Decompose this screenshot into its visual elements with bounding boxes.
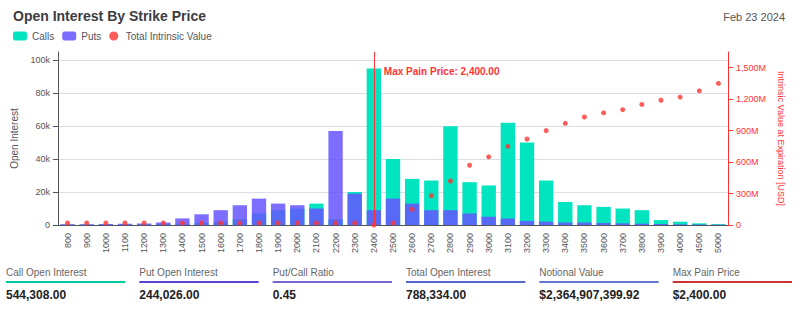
svg-text:2100: 2100 <box>311 233 321 253</box>
svg-text:3100: 3100 <box>503 233 513 253</box>
svg-text:2900: 2900 <box>465 233 475 253</box>
svg-text:2800: 2800 <box>445 233 455 253</box>
svg-text:5000: 5000 <box>713 233 723 253</box>
svg-text:3200: 3200 <box>522 233 532 253</box>
svg-text:4000: 4000 <box>675 233 685 253</box>
svg-text:Puts: Puts <box>81 31 101 42</box>
svg-text:1200: 1200 <box>139 233 149 253</box>
svg-text:Total Intrinsic Value: Total Intrinsic Value <box>126 31 212 42</box>
svg-text:2400: 2400 <box>369 233 379 253</box>
svg-text:100k: 100k <box>30 55 50 65</box>
svg-text:2300: 2300 <box>350 233 360 253</box>
svg-text:Intrinsic Value at Expiration: Intrinsic Value at Expiration [USD] <box>776 71 786 206</box>
svg-text:Open Interest: Open Interest <box>9 108 20 169</box>
svg-text:60k: 60k <box>35 121 50 131</box>
svg-text:40k: 40k <box>35 154 50 164</box>
svg-text:900: 900 <box>82 233 92 248</box>
svg-text:Put Open Interest: Put Open Interest <box>139 267 218 278</box>
svg-text:1900: 1900 <box>273 233 283 253</box>
svg-text:800: 800 <box>63 233 73 248</box>
svg-text:1700: 1700 <box>235 233 245 253</box>
svg-text:3800: 3800 <box>637 233 647 253</box>
svg-text:544,308.00: 544,308.00 <box>6 288 66 302</box>
svg-text:1,500M: 1,500M <box>736 63 766 73</box>
svg-text:2200: 2200 <box>331 233 341 253</box>
svg-text:Put/Call Ratio: Put/Call Ratio <box>273 267 335 278</box>
svg-text:1400: 1400 <box>177 233 187 253</box>
svg-text:3900: 3900 <box>656 233 666 253</box>
svg-text:Max Pain Price: 2,400.00: Max Pain Price: 2,400.00 <box>384 66 500 77</box>
svg-text:Open Interest By Strike Price: Open Interest By Strike Price <box>13 8 206 24</box>
svg-text:3400: 3400 <box>560 233 570 253</box>
svg-text:0: 0 <box>45 220 50 230</box>
svg-text:3000: 3000 <box>484 233 494 253</box>
svg-text:788,334.00: 788,334.00 <box>406 288 466 302</box>
svg-text:Max Pain Price: Max Pain Price <box>673 267 741 278</box>
svg-text:Notional Value: Notional Value <box>539 267 604 278</box>
svg-text:3600: 3600 <box>599 233 609 253</box>
svg-text:0: 0 <box>736 220 741 230</box>
svg-text:1000: 1000 <box>101 233 111 253</box>
svg-text:3500: 3500 <box>579 233 589 253</box>
svg-text:244,026.00: 244,026.00 <box>139 288 199 302</box>
svg-text:Total Open Interest: Total Open Interest <box>406 267 491 278</box>
svg-text:2700: 2700 <box>426 233 436 253</box>
svg-text:1600: 1600 <box>216 233 226 253</box>
svg-text:2600: 2600 <box>407 233 417 253</box>
svg-text:1300: 1300 <box>158 233 168 253</box>
svg-text:1500: 1500 <box>197 233 207 253</box>
svg-text:1,200M: 1,200M <box>736 94 766 104</box>
svg-text:600M: 600M <box>736 157 759 167</box>
svg-text:Calls: Calls <box>32 31 54 42</box>
svg-text:900M: 900M <box>736 126 759 136</box>
svg-text:300M: 300M <box>736 189 759 199</box>
svg-text:3700: 3700 <box>618 233 628 253</box>
svg-text:2500: 2500 <box>388 233 398 253</box>
svg-text:1100: 1100 <box>120 233 130 252</box>
svg-text:Feb 23 2024: Feb 23 2024 <box>723 11 785 23</box>
svg-text:2000: 2000 <box>292 233 302 253</box>
svg-text:Call Open Interest: Call Open Interest <box>6 267 87 278</box>
svg-text:1800: 1800 <box>254 233 264 253</box>
svg-text:$2,364,907,399.92: $2,364,907,399.92 <box>539 288 639 302</box>
svg-text:0.45: 0.45 <box>273 288 297 302</box>
svg-text:80k: 80k <box>35 88 50 98</box>
svg-text:3300: 3300 <box>541 233 551 253</box>
svg-text:$2,400.00: $2,400.00 <box>673 288 727 302</box>
svg-text:4500: 4500 <box>694 233 704 253</box>
svg-text:20k: 20k <box>35 187 50 197</box>
